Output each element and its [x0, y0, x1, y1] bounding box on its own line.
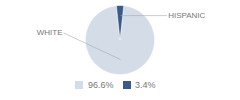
svg-text:HISPANIC: HISPANIC: [168, 11, 205, 20]
html-text:96.6%: 96.6%: [88, 80, 114, 90]
svg-text:WHITE: WHITE: [37, 28, 63, 37]
html-text:3.4%: 3.4%: [135, 80, 156, 90]
